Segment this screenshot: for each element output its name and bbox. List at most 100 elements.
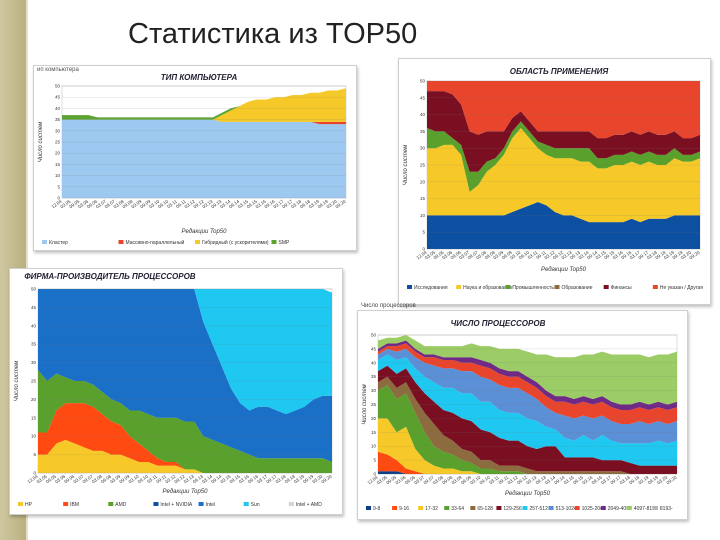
x-tick-label: 03.15 <box>237 198 249 209</box>
x-tick-label: 09.07 <box>104 198 116 209</box>
x-tick-label: 03.17 <box>256 473 268 484</box>
y-tick-label: 10 <box>31 434 37 439</box>
series-area <box>378 376 677 474</box>
x-tick-label: 09.13 <box>210 198 222 209</box>
legend-swatch <box>108 502 114 506</box>
x-tick-label: 09.11 <box>175 198 187 209</box>
x-tick-label: 09.06 <box>404 474 416 485</box>
x-axis-label: Редакции Top50 <box>541 267 587 273</box>
x-tick-label: 03.17 <box>629 249 641 260</box>
x-tick-label: 09.12 <box>192 198 204 209</box>
x-tick-label: 09.10 <box>518 249 530 260</box>
x-tick-label: 03.08 <box>432 474 444 485</box>
x-tick-label: 09.08 <box>484 249 496 260</box>
legend-entry: 65-128 <box>477 506 493 512</box>
y-tick-label: 25 <box>371 402 377 407</box>
x-tick-label: 03.05 <box>59 198 71 209</box>
legend-entry: Исследования <box>414 285 448 291</box>
x-tick-label: 09.17 <box>637 249 649 260</box>
x-tick-label: 09.09 <box>501 249 513 260</box>
y-axis-label: Число систем <box>38 122 44 162</box>
x-tick-label: 09.20 <box>334 198 346 209</box>
y-tick-label: 0 <box>57 196 60 201</box>
x-tick-label: 03.14 <box>201 473 213 484</box>
y-tick-label: 50 <box>420 79 426 84</box>
x-tick-label: 03.11 <box>527 249 539 260</box>
x-tick-label: 03.10 <box>469 474 481 485</box>
x-tick-label: 03.15 <box>595 249 607 260</box>
legend-entry: Гибридный (с ускорителями) <box>202 239 269 246</box>
x-tick-label: 09.16 <box>263 198 275 209</box>
legend-swatch <box>548 506 554 510</box>
chart-panel-computer-type: ип компьютера ТИП КОМПЬЮТЕРА 0 5 10 15 20 25 30… <box>33 65 357 251</box>
y-tick-label: 35 <box>55 117 61 122</box>
series-area <box>378 340 677 411</box>
x-tick-label: 12.04 <box>26 473 38 484</box>
x-tick-label: 03.20 <box>680 249 692 260</box>
x-tick-label: 09.19 <box>671 249 683 260</box>
x-tick-label: 09.17 <box>281 198 293 209</box>
x-tick-label: 03.08 <box>475 249 487 260</box>
x-tick-label: 09.07 <box>82 473 94 484</box>
x-tick-label: 03.18 <box>275 473 287 484</box>
y-tick-label: 30 <box>420 146 426 151</box>
x-tick-label: 12.04 <box>50 198 62 209</box>
x-tick-label: 03.05 <box>424 249 436 260</box>
x-tick-label: 09.05 <box>433 249 445 260</box>
legend-entry: HP <box>25 502 33 508</box>
x-tick-label: 03.20 <box>326 198 338 209</box>
chart-panel-processor-vendor: ФИРМА-ПРОИЗВОДИТЕЛЬ ПРОЦЕССОРОВ 0 5 10 15 20 2… <box>9 268 343 515</box>
series-area <box>427 128 700 223</box>
chart-processor-vendor: ФИРМА-ПРОИЗВОДИТЕЛЬ ПРОЦЕССОРОВ 0 5 10 15 20 2… <box>14 272 333 508</box>
y-tick-label: 15 <box>371 430 377 435</box>
x-tick-label: 03.12 <box>184 198 196 209</box>
x-tick-label: 03.09 <box>451 474 463 485</box>
y-tick-label: 50 <box>371 333 377 338</box>
x-tick-label: 03.11 <box>166 198 178 209</box>
y-tick-label: 40 <box>31 323 37 328</box>
chart-computer-type: ТИП КОМПЬЮТЕРА0510152025303540455012.040… <box>38 73 347 246</box>
legend-swatch <box>288 502 294 506</box>
legend-entry: 1025-2048 <box>582 506 606 512</box>
x-tick-label: 03.12 <box>543 249 555 260</box>
legend-entry: 17-32 <box>425 506 438 512</box>
x-tick-label: 03.06 <box>77 198 89 209</box>
y-tick-label: 50 <box>31 287 37 292</box>
legend-swatch <box>153 502 159 506</box>
x-tick-label: 03.16 <box>581 474 593 485</box>
y-tick-label: 15 <box>420 196 426 201</box>
y-tick-label: 45 <box>420 95 426 100</box>
chart-application-area: ОБЛАСТЬ ПРИМЕНЕНИЯ 0 5 10 15 20 25 30 35 40 45 50 12… <box>403 67 703 291</box>
chart-title: ФИРМА-ПРОИЗВОДИТЕЛЬ ПРОЦЕССОРОВ <box>24 272 195 281</box>
series-area <box>38 403 332 473</box>
x-tick-label: 09.15 <box>603 249 615 260</box>
x-tick-label: 09.09 <box>139 198 151 209</box>
legend-swatch <box>366 506 371 510</box>
chart-panel-processor-count: Число процессоров ЧИСЛО ПРОЦЕССОРОВ 0 5 10 1… <box>357 303 688 520</box>
x-tick-label: 09.14 <box>586 249 598 260</box>
legend-entry: Кластер <box>49 240 68 246</box>
x-tick-label: 03.14 <box>578 249 590 260</box>
legend-entry: 513-1024 <box>556 506 577 512</box>
x-tick-label: 09.12 <box>173 473 185 484</box>
x-tick-label: 09.18 <box>654 249 666 260</box>
series-area <box>378 348 677 444</box>
legend-entry: Финансы <box>611 285 632 291</box>
x-tick-label: 09.14 <box>210 473 222 484</box>
x-tick-label: 03.19 <box>637 474 649 485</box>
y-tick-label: 30 <box>31 360 37 365</box>
x-tick-label: 03.07 <box>413 474 425 485</box>
chart-panel-application-area: ОБЛАСТЬ ПРИМЕНЕНИЯ 0 5 10 15 20 25 30 35 40 45 50 12… <box>398 58 711 305</box>
x-tick-label: 03.10 <box>148 198 160 209</box>
legend-entry: Не указан / Другая <box>660 285 703 291</box>
legend-entry: 33-64 <box>451 506 464 512</box>
legend-swatch <box>195 240 200 244</box>
legend-swatch <box>456 285 462 289</box>
series-area <box>62 88 346 122</box>
x-tick-label: 09.18 <box>299 198 311 209</box>
x-tick-label: 09.12 <box>516 474 528 485</box>
x-tick-label: 03.20 <box>656 474 668 485</box>
x-tick-label: 03.06 <box>395 474 407 485</box>
chart-processor-count: ЧИСЛО ПРОЦЕССОРОВ 0 5 10 15 20 25 30 35 40 45 50 12.… <box>362 319 678 512</box>
legend-swatch <box>470 506 476 510</box>
